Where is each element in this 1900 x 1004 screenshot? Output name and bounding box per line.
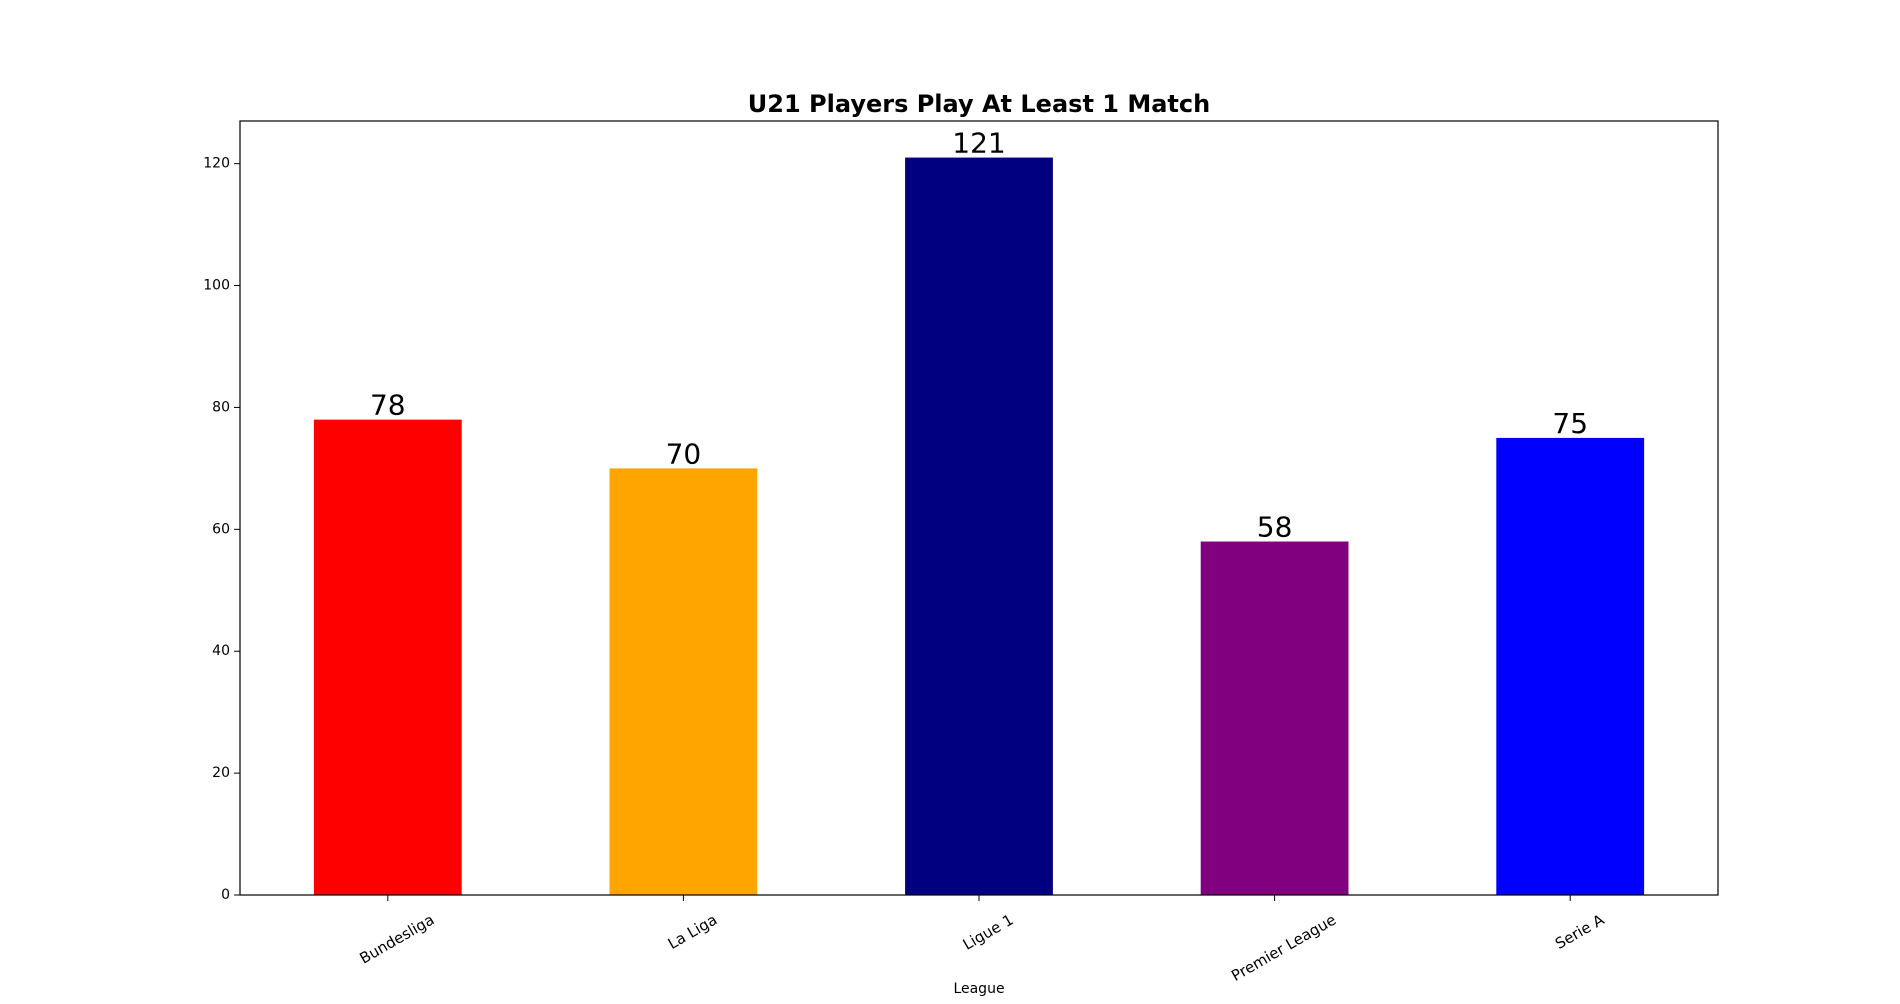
x-tick-label-3: Premier League — [1228, 911, 1339, 985]
bar-3 — [1200, 541, 1349, 895]
y-tick-label-3: 60 — [212, 521, 230, 537]
value-labels-group: 78 70 121 58 75 — [370, 127, 1588, 544]
x-axis-label: League — [953, 981, 1004, 997]
plot-frame — [239, 120, 1719, 896]
x-axis: Bundesliga La Liga Ligue 1 Premier League Se… — [356, 895, 1608, 985]
bar-value-label-0: 78 — [370, 389, 406, 422]
bar-value-label-3: 58 — [1257, 511, 1293, 544]
y-axis: 0 20 40 60 80 100 120 — [203, 156, 240, 903]
y-tick-label-4: 80 — [212, 399, 230, 415]
x-tick-label-2: Ligue 1 — [960, 911, 1017, 954]
y-tick-label-5: 100 — [203, 278, 230, 294]
x-tick-label-4: Serie A — [1552, 910, 1608, 953]
x-tick-label-0: Bundesliga — [356, 911, 437, 968]
chart-title: U21 Players Play At Least 1 Match — [748, 90, 1210, 118]
bar-2 — [905, 157, 1053, 895]
bar-0 — [313, 419, 462, 895]
bars-group — [313, 157, 1645, 895]
bar-1 — [609, 468, 758, 895]
bar-value-label-1: 70 — [666, 437, 702, 470]
x-tick-label-1: La Liga — [665, 911, 720, 953]
y-tick-label-0: 0 — [221, 887, 230, 903]
bar-value-label-2: 121 — [952, 127, 1005, 160]
bar-4 — [1496, 437, 1645, 895]
bar-value-label-4: 75 — [1552, 407, 1588, 440]
y-tick-label-6: 120 — [203, 156, 230, 172]
y-tick-label-2: 40 — [212, 643, 230, 659]
y-tick-label-1: 20 — [212, 765, 230, 781]
